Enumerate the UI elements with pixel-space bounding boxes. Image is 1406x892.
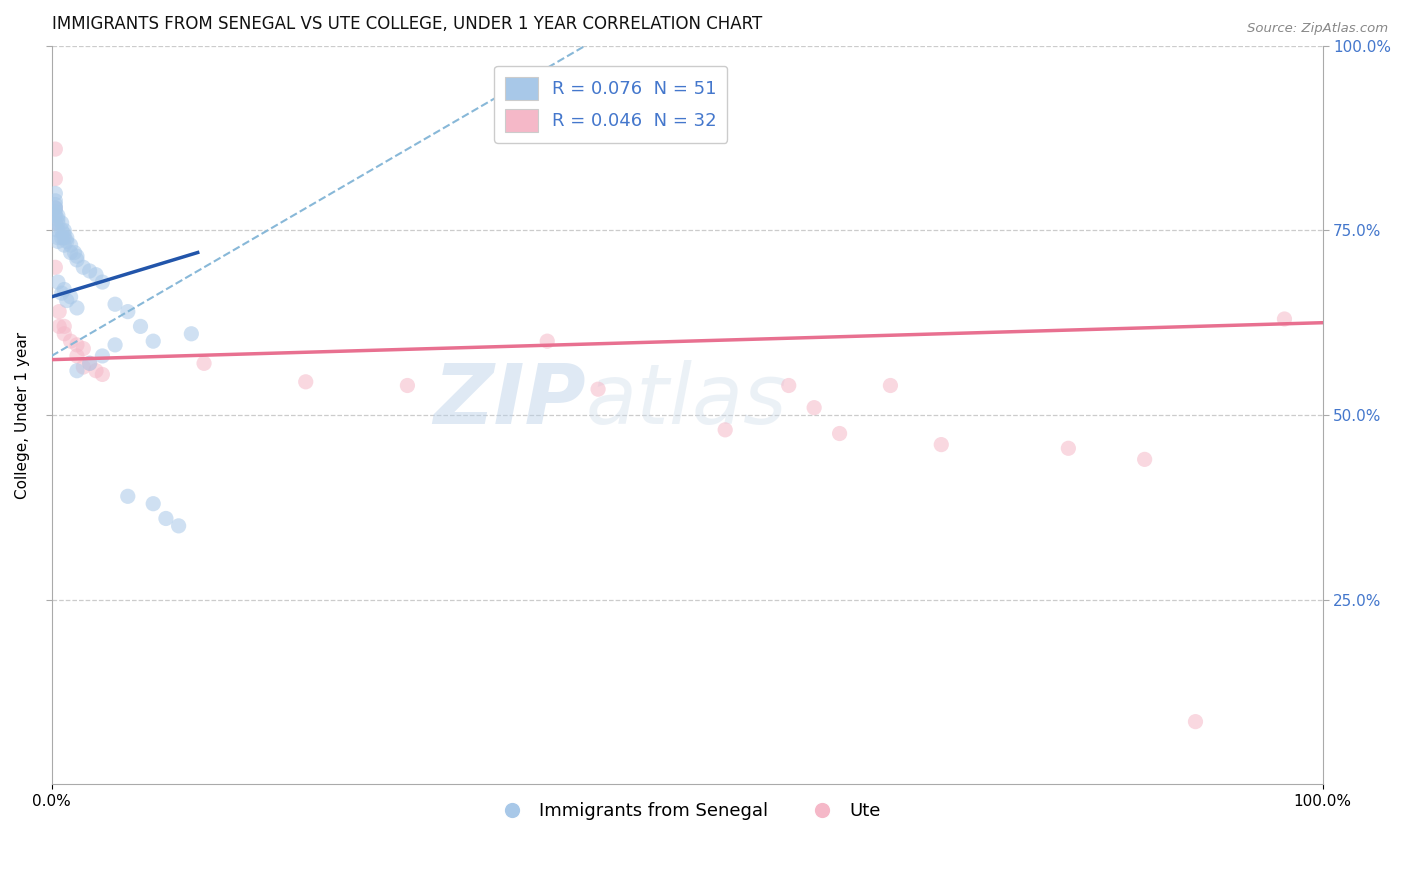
Point [72, 359, 94, 374]
Point [66, 364, 89, 378]
Point [51, 231, 73, 245]
Point [46, 223, 69, 237]
Point [44, 216, 66, 230]
Point [48, 319, 70, 334]
Point [714, 423, 737, 437]
Point [46, 275, 69, 289]
Point [79, 356, 101, 370]
Point [55, 293, 77, 308]
Point [155, 511, 177, 525]
Point [79, 356, 101, 370]
Point [104, 338, 127, 352]
Point [53, 223, 76, 237]
Point [84, 364, 107, 378]
Point [396, 378, 419, 392]
Point [91, 349, 114, 363]
Point [53, 283, 76, 297]
Point [1184, 714, 1206, 729]
Point [803, 401, 825, 415]
Point [51, 216, 73, 230]
Point [1133, 452, 1156, 467]
Point [51, 286, 73, 301]
Text: ZIP: ZIP [433, 359, 585, 441]
Point [44, 194, 66, 208]
Point [59, 238, 82, 252]
Point [53, 238, 76, 252]
Point [44, 201, 66, 215]
Point [46, 235, 69, 249]
Point [46, 209, 69, 223]
Point [51, 223, 73, 237]
Point [53, 227, 76, 241]
Point [44, 142, 66, 156]
Point [44, 197, 66, 211]
Point [44, 209, 66, 223]
Legend: Immigrants from Senegal, Ute: Immigrants from Senegal, Ute [486, 795, 887, 827]
Point [55, 235, 77, 249]
Y-axis label: College, Under 1 year: College, Under 1 year [15, 332, 30, 499]
Point [91, 275, 114, 289]
Point [104, 297, 127, 311]
Point [929, 437, 952, 451]
Point [536, 334, 558, 348]
Point [778, 378, 800, 392]
Point [53, 319, 76, 334]
Point [55, 231, 77, 245]
Point [66, 301, 89, 315]
Point [167, 519, 190, 533]
Point [66, 249, 89, 263]
Point [142, 334, 165, 348]
Point [63, 245, 86, 260]
Point [44, 216, 66, 230]
Point [44, 201, 66, 215]
Point [586, 382, 609, 396]
Point [84, 268, 107, 282]
Point [129, 319, 152, 334]
Point [59, 334, 82, 348]
Point [66, 349, 89, 363]
Point [1274, 312, 1296, 326]
Point [48, 304, 70, 318]
Point [59, 245, 82, 260]
Point [879, 378, 901, 392]
Point [46, 216, 69, 230]
Point [59, 290, 82, 304]
Point [193, 356, 215, 370]
Point [72, 342, 94, 356]
Point [142, 497, 165, 511]
Point [53, 326, 76, 341]
Text: atlas: atlas [585, 359, 787, 441]
Point [72, 260, 94, 275]
Point [1057, 442, 1080, 456]
Text: Source: ZipAtlas.com: Source: ZipAtlas.com [1247, 22, 1388, 36]
Point [66, 338, 89, 352]
Point [44, 186, 66, 201]
Point [294, 375, 316, 389]
Point [44, 205, 66, 219]
Point [828, 426, 851, 441]
Point [53, 231, 76, 245]
Text: IMMIGRANTS FROM SENEGAL VS UTE COLLEGE, UNDER 1 YEAR CORRELATION CHART: IMMIGRANTS FROM SENEGAL VS UTE COLLEGE, … [52, 15, 762, 33]
Point [46, 231, 69, 245]
Point [46, 212, 69, 227]
Point [44, 201, 66, 215]
Point [79, 264, 101, 278]
Point [91, 368, 114, 382]
Point [66, 252, 89, 267]
Point [44, 171, 66, 186]
Point [117, 304, 139, 318]
Point [44, 260, 66, 275]
Point [180, 326, 202, 341]
Point [117, 489, 139, 503]
